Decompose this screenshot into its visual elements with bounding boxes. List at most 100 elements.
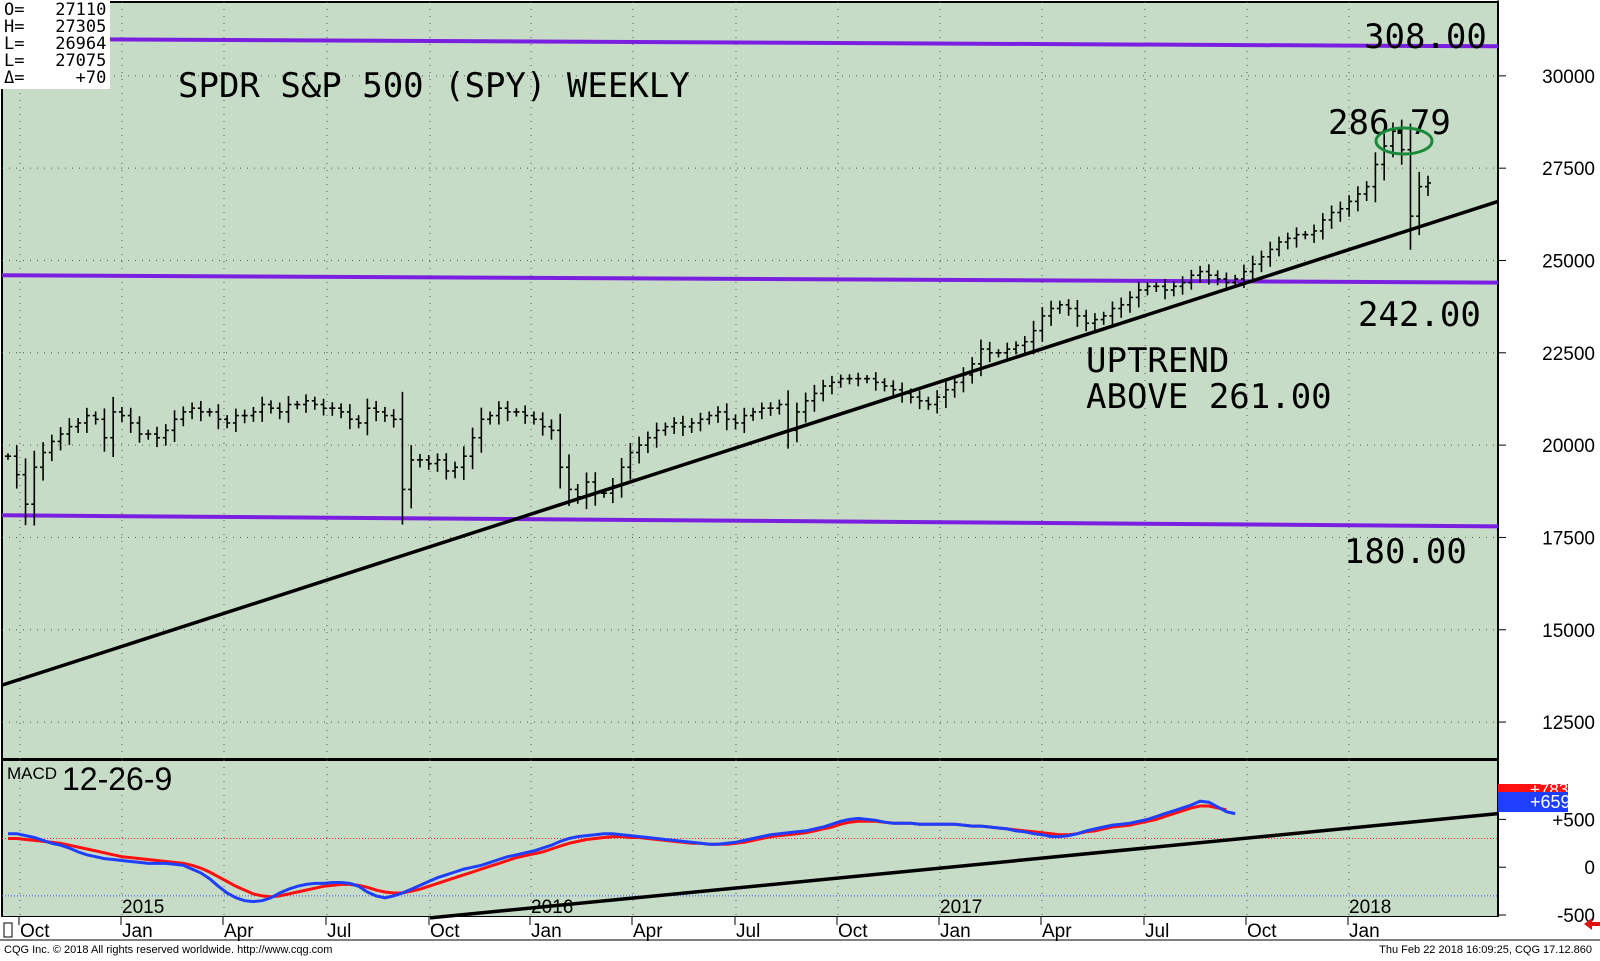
weekly-bar [495,401,502,425]
weekly-bar [425,454,432,470]
weekly-bar [846,374,853,385]
weekly-bar [1144,282,1151,296]
weekly-bar [741,407,748,433]
weekly-bar [688,418,695,433]
weekly-bar [504,400,511,422]
weekly-bar [92,411,99,425]
high-ellipse [1374,126,1434,156]
weekly-bar [346,404,353,430]
weekly-bar [679,415,686,436]
weekly-bar [1135,282,1142,308]
macd-line [8,799,1236,904]
weekly-bar [1065,299,1072,316]
weekly-bar [864,375,871,384]
weekly-bar [1319,213,1326,240]
signal-badge [1498,784,1568,794]
weekly-bar [13,445,20,489]
month-label: Jul [327,921,351,942]
price-panel [1,1,1499,760]
weekly-bar [732,414,739,430]
weekly-bar [1425,175,1431,196]
weekly-bar [1205,264,1212,285]
weekly-bar [995,349,1002,358]
weekly-bar [390,409,397,428]
ohlc-value: 26964 [55,34,107,54]
weekly-bar [1153,281,1160,292]
price-tick-label: 20000 [1542,436,1595,457]
macd-badge [1498,792,1568,812]
ohlc-label: Δ= [4,68,25,88]
weekly-bar [522,405,529,424]
macd-value: +659 [1530,792,1571,812]
weekly-bar [1302,231,1309,240]
month-label: Jan [1349,921,1380,942]
weekly-bar [1179,276,1186,295]
weekly-bar [557,413,564,489]
weekly-bar [916,390,923,410]
weekly-bar [627,442,634,480]
weekly-bar [5,453,11,460]
weekly-bar [1021,336,1028,353]
price-tick-label: 30000 [1542,67,1595,88]
month-label: Oct [430,921,460,942]
price-tick-label: 27500 [1542,159,1595,180]
weekly-bar [83,407,90,433]
month-label: Jul [736,921,760,942]
ohlc-row-low: L= 26964 [4,36,106,53]
weekly-bar [872,372,879,391]
weekly-bar [40,442,47,481]
macd-uptrend-line [429,811,1499,920]
weekly-bar [530,411,537,425]
weekly-bar [1109,301,1116,325]
price-tick-label: 25000 [1542,251,1595,272]
resistance-label-308: 308.00 [1364,17,1487,57]
weekly-bar [890,380,897,398]
weekly-bar [951,376,958,398]
weekly-bar [811,384,818,412]
scroll-left-box[interactable] [3,922,13,938]
weekly-bar [1346,195,1353,217]
weekly-bar [776,399,783,415]
weekly-bar [1293,227,1300,248]
year-label: 2015 [122,897,164,918]
ohlc-label: L= [4,34,25,54]
weekly-bar [267,400,274,414]
weekly-bar [539,412,546,436]
weekly-bar [1214,270,1221,286]
macd-lines [2,799,1499,920]
weekly-bar [399,391,406,525]
price-tick-label: 17500 [1542,528,1595,549]
weekly-bar [118,406,125,422]
ohlc-value: 27075 [55,51,107,71]
weekly-bar [636,436,643,464]
weekly-bar [750,407,757,421]
weekly-bar [329,402,336,416]
weekly-bar [197,400,204,422]
uptrend-level-label: ABOVE 261.00 [1086,377,1332,417]
ohlc-label: L= [4,51,25,71]
support-line-180.00 [1,513,1499,529]
scroll-right-arrow-icon[interactable] [1584,918,1600,930]
weekly-bar [355,415,362,429]
weekly-bar [881,378,888,392]
weekly-bar [1328,205,1335,229]
weekly-bar [338,403,345,419]
weekly-bar [644,431,651,454]
weekly-bar [487,411,494,425]
weekly-bar [259,396,266,422]
month-label: Jan [122,921,153,942]
weekly-bar [364,398,371,436]
weekly-bar [1354,186,1361,212]
ohlc-row-last: L= 27075 [4,53,106,70]
weekly-bar [1249,255,1256,283]
weekly-bar [1056,300,1063,314]
weekly-bar [820,379,827,402]
weekly-bar [1048,300,1055,326]
weekly-bar [1372,152,1379,203]
weekly-bar [381,406,388,422]
year-label: 2017 [940,897,982,918]
weekly-bar [1091,313,1098,332]
weekly-bar [434,453,441,472]
ohlc-readout: O= 27110 H= 27305 L= 26964 L= 27075 Δ= +… [0,0,111,89]
